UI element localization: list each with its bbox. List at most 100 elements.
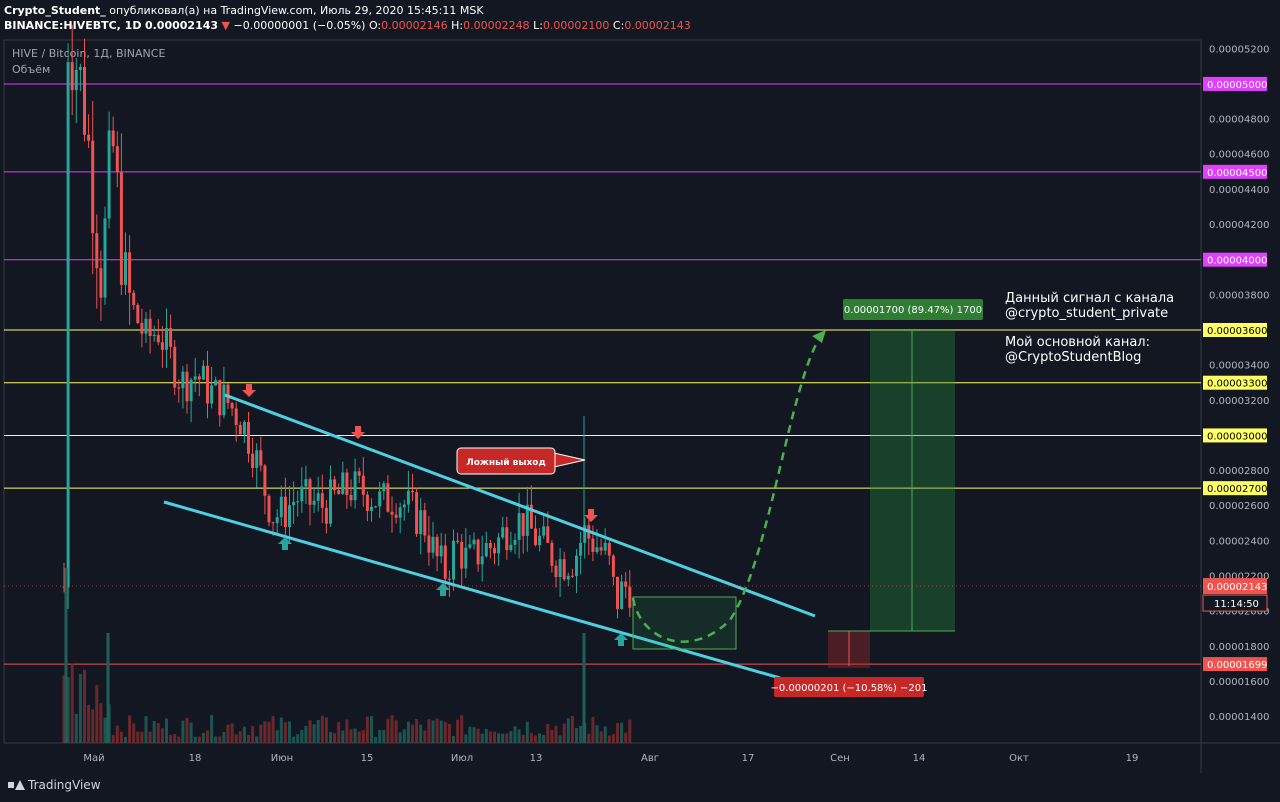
y-tick-label: 0.00005200 (1209, 44, 1269, 55)
down-arrow-icon: ▼ (221, 19, 231, 32)
candle-body (74, 70, 78, 91)
low-value: 0.00002100 (542, 19, 610, 32)
volume-bar (267, 721, 271, 743)
main-channel-line-2: @CryptoStudentBlog (1005, 350, 1142, 365)
candle-body (222, 384, 226, 416)
candle-body (443, 545, 447, 579)
volume-bar (480, 733, 484, 743)
candle-body (435, 536, 439, 557)
candle-body (575, 555, 578, 576)
candle-body (558, 559, 562, 578)
tradingview-logo[interactable]: TradingView (8, 778, 101, 792)
volume-bar (419, 724, 423, 743)
close-label: C: (612, 19, 625, 32)
price-chart[interactable]: HIVE / Bitcoin, 1Д, BINANCE Объём 0.000052… (0, 0, 1280, 774)
candle-body (538, 535, 542, 546)
level-tag-text: 0.00004500 (1207, 168, 1267, 179)
level-tag: 0.00005000 (1203, 76, 1267, 91)
candle-body (472, 539, 476, 545)
candle-body (99, 268, 103, 298)
candle-body (402, 504, 406, 508)
level-tag-bg (1203, 322, 1267, 337)
candle-body (509, 544, 513, 551)
candle-body (283, 496, 287, 527)
candle-body (591, 538, 595, 552)
volume-bar (345, 719, 349, 743)
candle-body (349, 494, 353, 501)
candle-body (398, 507, 402, 518)
candle-body (517, 513, 521, 540)
volume-bar (238, 731, 242, 743)
candle-body (521, 513, 525, 536)
candle-body (312, 500, 316, 505)
level-tag-text: 0.00003600 (1207, 326, 1267, 337)
candle-body (505, 527, 509, 551)
volume-bar (333, 733, 337, 743)
volume-spike (64, 568, 68, 743)
volume-bar (300, 729, 304, 743)
candle-body (497, 537, 501, 554)
y-tick-label: 0.00002600 (1209, 501, 1269, 512)
candle-body (226, 384, 230, 404)
candle-body (570, 575, 574, 577)
candle-body (603, 542, 607, 551)
candle-body (550, 542, 554, 566)
volume-bar (70, 663, 74, 743)
volume-bar (476, 728, 480, 743)
level-tag-bg (1203, 428, 1267, 443)
candle-body (206, 365, 209, 404)
candle-body (329, 479, 332, 524)
level-tag-text: 0.00003000 (1207, 431, 1267, 442)
volume-bar (365, 716, 369, 743)
sell-arrow-icon (351, 426, 365, 439)
volume-bar (136, 731, 140, 743)
volume-bar (579, 725, 583, 743)
candle-body (456, 540, 460, 542)
volume-bar (550, 729, 554, 743)
volume-bar (292, 736, 296, 743)
candle-body (529, 504, 533, 529)
stop-label: −0.00000201 (−10.58%) −201 (771, 677, 927, 697)
volume-bar (304, 725, 308, 743)
volume-bar (501, 733, 505, 743)
y-tick-label: 0.00001400 (1209, 712, 1269, 723)
volume-bar (296, 734, 300, 743)
author-name: Crypto_Student_ (4, 4, 106, 17)
volume-bar (382, 730, 386, 743)
volume-bar (312, 724, 316, 743)
candle-body (119, 172, 123, 285)
candle-body (140, 322, 144, 334)
price-change: −0.00000001 (−0.05%) (233, 19, 366, 32)
candle-body (353, 471, 357, 501)
volume-bar (181, 720, 185, 743)
candle-body (251, 453, 255, 468)
sell-arrow-icon (242, 384, 256, 397)
candle-body (468, 544, 472, 548)
open-label: O: (368, 19, 382, 32)
y-tick-label: 0.00001800 (1209, 642, 1269, 653)
volume-bar (411, 724, 414, 743)
volume-bar (201, 732, 205, 743)
accumulation-box (632, 596, 737, 650)
candle-body (136, 305, 140, 323)
level-tag: 0.00004000 (1203, 252, 1267, 267)
volume-bar (570, 716, 574, 743)
candle-body (607, 542, 611, 556)
volume-bar (353, 728, 357, 743)
candle-body (525, 504, 529, 536)
volume-bar (349, 729, 353, 743)
candle-body (484, 543, 488, 557)
candle-body (534, 528, 537, 546)
target-label-text: 0.00001700 (89.47%) 1700 (844, 305, 982, 316)
volume-bar (394, 720, 398, 743)
volume-bar (562, 723, 566, 743)
countdown-text: 11:14:50 (1214, 599, 1259, 610)
candle-body (480, 556, 484, 565)
candle-body (107, 130, 111, 219)
candle-body (193, 376, 197, 380)
candle-body (197, 376, 201, 380)
candle-body (365, 494, 369, 511)
candle-body (390, 511, 394, 515)
volume-bar (443, 721, 447, 743)
candle-body (386, 483, 390, 512)
